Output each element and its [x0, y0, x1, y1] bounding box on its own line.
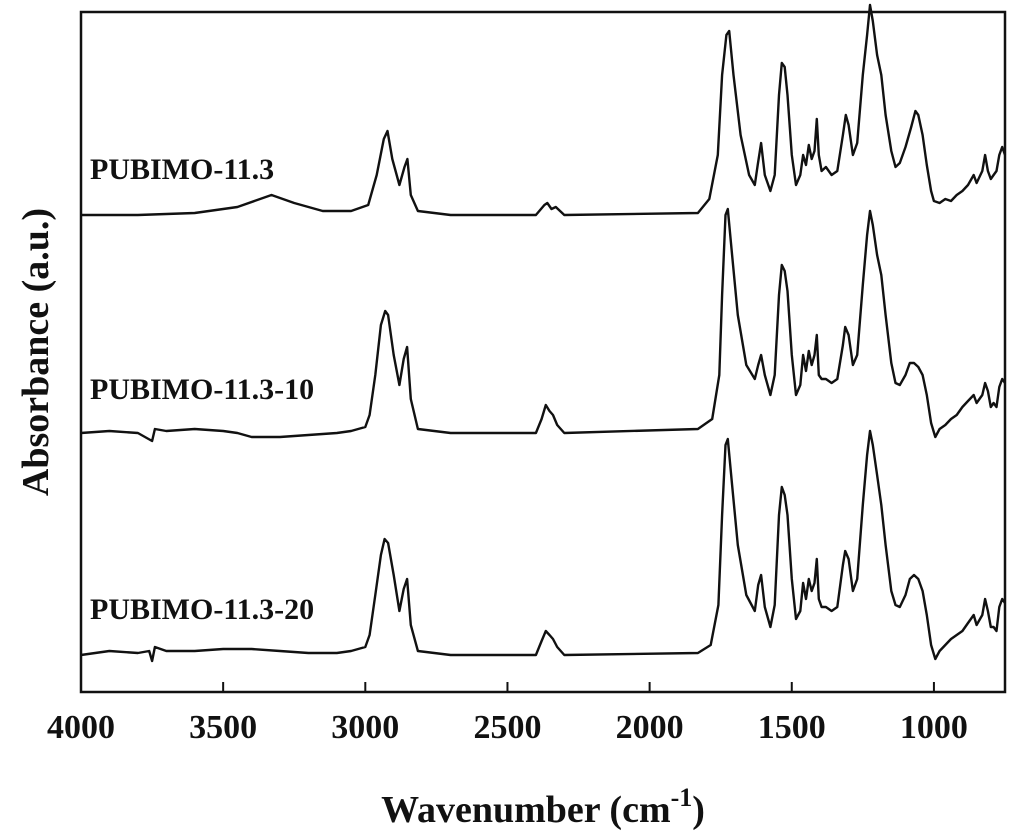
series-traces	[80, 3, 1007, 663]
y-axis-title: Absorbance (a.u.)	[15, 208, 57, 496]
x-axis-title-superscript: -1	[671, 783, 693, 812]
x-axis-title-close: )	[692, 789, 705, 831]
x-tick-label-3500: 3500	[189, 709, 257, 746]
series-label-1: PUBIMO-11.3	[90, 153, 274, 186]
x-tick-label-2000: 2000	[616, 709, 684, 746]
series-line-2	[80, 207, 1006, 443]
x-tick-label-4000: 4000	[47, 709, 115, 746]
series-line-3	[80, 429, 1006, 663]
x-tick-label-1000: 1000	[900, 709, 968, 746]
series-labels: PUBIMO-11.3 PUBIMO-11.3-10 PUBIMO-11.3-20	[90, 153, 314, 626]
plot-frame	[79, 10, 1007, 694]
x-tick-label-1500: 1500	[758, 709, 826, 746]
x-tick-label-3000: 3000	[331, 709, 399, 746]
x-axis-title-main: Wavenumber (cm	[381, 789, 671, 831]
series-label-2: PUBIMO-11.3-10	[90, 373, 314, 406]
x-tick-label-2500: 2500	[473, 709, 541, 746]
x-axis-title: Wavenumber (cm-1)	[381, 783, 705, 831]
series-label-3: PUBIMO-11.3-20	[90, 593, 314, 626]
series-line-1	[81, 3, 1007, 217]
x-axis-ticks: 4000 3500 3000 2500 2000 1500 1000	[47, 682, 968, 746]
